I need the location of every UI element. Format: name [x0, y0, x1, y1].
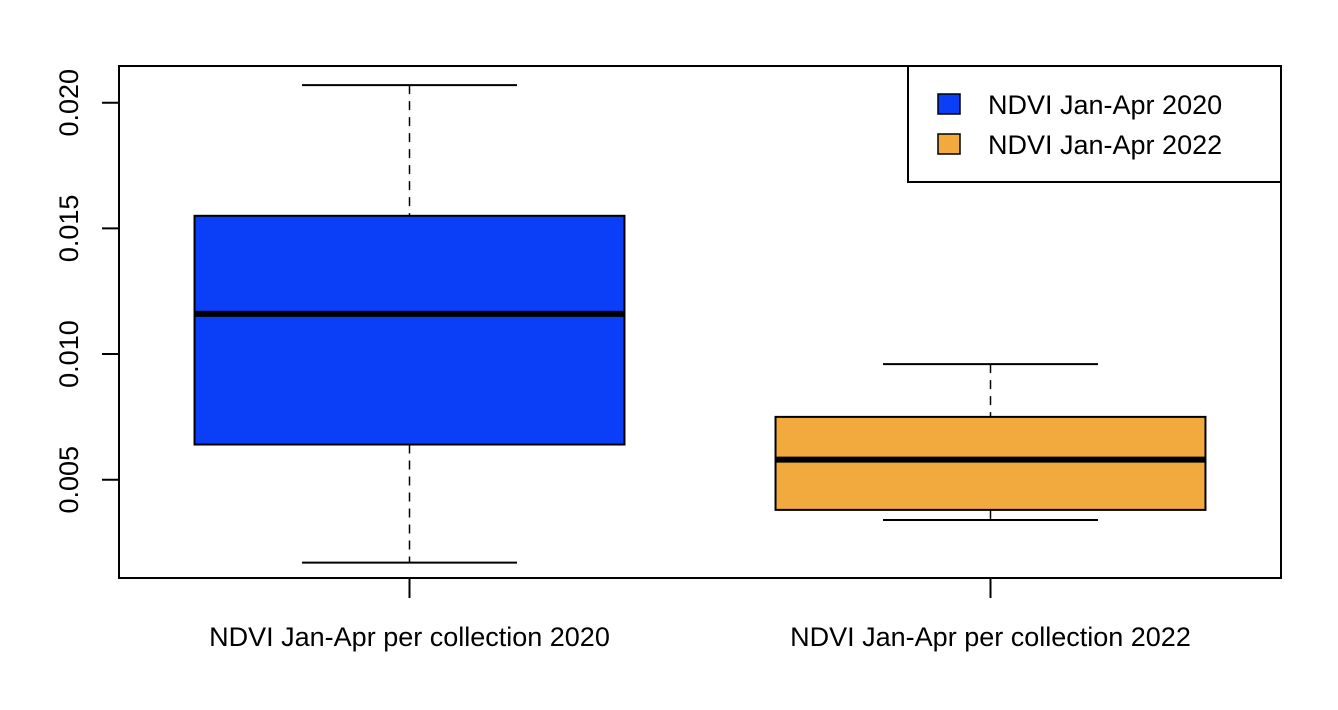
x-category-label: NDVI Jan-Apr per collection 2022 — [790, 622, 1191, 652]
legend-swatch — [937, 93, 961, 115]
legend-label: NDVI Jan-Apr 2020 — [988, 90, 1222, 120]
y-tick-label: 0.015 — [54, 195, 84, 263]
legend: NDVI Jan-Apr 2020 NDVI Jan-Apr 2022 — [907, 65, 1282, 183]
plot-frame — [118, 65, 1282, 579]
legend-label: NDVI Jan-Apr 2022 — [988, 130, 1222, 160]
legend-box — [907, 65, 1282, 183]
y-tick-label: 0.005 — [54, 446, 84, 514]
legend-swatch — [937, 133, 961, 155]
y-tick-label: 0.020 — [54, 69, 84, 137]
x-axis: NDVI Jan-Apr per collection 2020 NDVI Jan… — [209, 578, 1191, 652]
x-category-label: NDVI Jan-Apr per collection 2020 — [209, 622, 610, 652]
box-group — [193, 84, 626, 564]
boxes — [193, 84, 1207, 564]
iqr-box — [193, 214, 626, 446]
y-tick-label: 0.010 — [54, 320, 84, 388]
iqr-box — [774, 415, 1207, 511]
box-group — [774, 363, 1207, 521]
y-axis: 0.005 0.010 0.015 0.020 — [54, 69, 119, 514]
